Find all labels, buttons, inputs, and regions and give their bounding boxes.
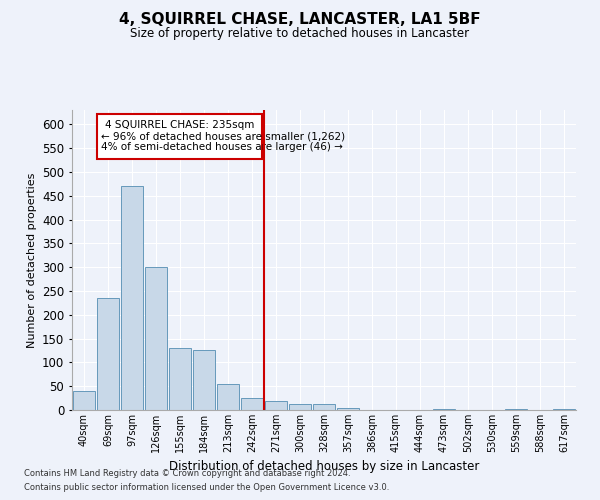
Bar bbox=[265, 402, 287, 410]
Bar bbox=[505, 408, 527, 410]
Text: 4% of semi-detached houses are larger (46) →: 4% of semi-detached houses are larger (4… bbox=[101, 142, 343, 152]
Bar bbox=[289, 404, 311, 410]
Bar bbox=[241, 398, 263, 410]
Bar bbox=[337, 408, 359, 410]
Text: 4, SQUIRREL CHASE, LANCASTER, LA1 5BF: 4, SQUIRREL CHASE, LANCASTER, LA1 5BF bbox=[119, 12, 481, 28]
Bar bbox=[121, 186, 143, 410]
Y-axis label: Number of detached properties: Number of detached properties bbox=[26, 172, 37, 348]
Bar bbox=[169, 348, 191, 410]
Text: ← 96% of detached houses are smaller (1,262): ← 96% of detached houses are smaller (1,… bbox=[101, 132, 345, 142]
Bar bbox=[217, 384, 239, 410]
Bar bbox=[313, 404, 335, 410]
Bar bbox=[145, 267, 167, 410]
Bar bbox=[73, 391, 95, 410]
Bar bbox=[97, 298, 119, 410]
X-axis label: Distribution of detached houses by size in Lancaster: Distribution of detached houses by size … bbox=[169, 460, 479, 473]
Text: Size of property relative to detached houses in Lancaster: Size of property relative to detached ho… bbox=[130, 28, 470, 40]
Bar bbox=[193, 350, 215, 410]
Text: Contains HM Land Registry data © Crown copyright and database right 2024.: Contains HM Land Registry data © Crown c… bbox=[24, 468, 350, 477]
Bar bbox=[553, 409, 575, 410]
Text: 4 SQUIRREL CHASE: 235sqm: 4 SQUIRREL CHASE: 235sqm bbox=[105, 120, 254, 130]
Bar bbox=[433, 408, 455, 410]
FancyBboxPatch shape bbox=[97, 114, 262, 159]
Text: Contains public sector information licensed under the Open Government Licence v3: Contains public sector information licen… bbox=[24, 484, 389, 492]
